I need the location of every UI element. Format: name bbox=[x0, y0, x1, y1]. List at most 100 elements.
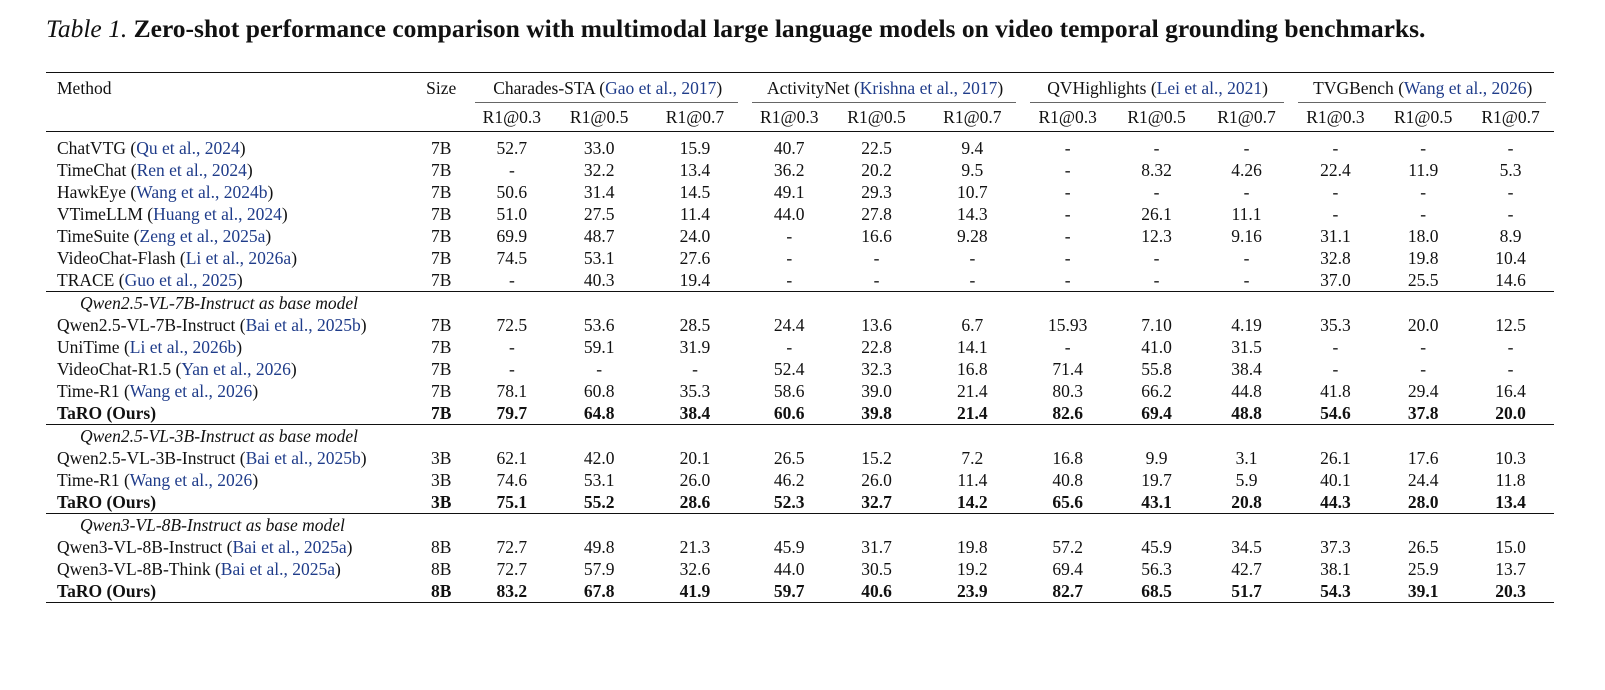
metric-value-cell: 8.9 bbox=[1499, 226, 1522, 246]
citation-link[interactable]: Guo et al., 2025 bbox=[124, 270, 237, 290]
metric-value-cell: 53.1 bbox=[583, 470, 615, 490]
citation-link[interactable]: Lei et al., 2021 bbox=[1156, 77, 1263, 98]
citation-link[interactable]: Zeng et al., 2025a bbox=[139, 226, 266, 246]
metric-value-cell: - bbox=[1420, 359, 1427, 379]
method-name: UniTime bbox=[57, 337, 120, 357]
metric-value-cell: 25.5 bbox=[1407, 270, 1439, 290]
metric-value-cell: 31.5 bbox=[1231, 337, 1262, 357]
metric-value-cell: 39.8 bbox=[861, 403, 892, 423]
citation-link[interactable]: Gao et al., 2017 bbox=[605, 77, 717, 98]
citation-link[interactable]: Bai et al., 2025a bbox=[220, 559, 335, 579]
caption-label: Table 1. bbox=[46, 14, 128, 43]
citation-link[interactable]: Wang et al., 2024b bbox=[136, 182, 268, 202]
benchmark-header-activitynet: ActivityNet (Krishna et al., 2017) bbox=[746, 73, 1023, 104]
metric-value-cell: - bbox=[1064, 204, 1071, 224]
metric-value-cell: 20.0 bbox=[1495, 403, 1526, 423]
section-title: Qwen2.5-VL-3B-Instruct as base model bbox=[80, 426, 359, 446]
metric-header: R1@0.7 bbox=[1481, 106, 1540, 127]
metric-value-cell: 20.2 bbox=[861, 160, 892, 180]
metric-value-cell: 26.5 bbox=[1407, 537, 1439, 557]
metric-value-cell: - bbox=[1064, 270, 1071, 290]
metric-value-cell: 7.2 bbox=[961, 448, 984, 468]
metric-value-cell: 21.3 bbox=[679, 537, 711, 557]
metric-value-cell: - bbox=[1153, 182, 1160, 202]
citation-link[interactable]: Bai et al., 2025b bbox=[245, 315, 361, 335]
method-name-cell: VideoChat-R1.5 (Yan et al., 2026) bbox=[57, 359, 297, 379]
citation-link[interactable]: Yan et al., 2026 bbox=[181, 359, 291, 379]
citation-link[interactable]: Wang et al., 2026 bbox=[129, 381, 253, 401]
method-name-cell: Qwen3-VL-8B-Instruct (Bai et al., 2025a) bbox=[57, 537, 353, 557]
citation-link[interactable]: Ren et al., 2024 bbox=[136, 160, 247, 180]
metric-value-cell: 43.1 bbox=[1141, 492, 1172, 512]
metric-value-cell: 39.0 bbox=[861, 381, 892, 401]
method-name: TimeChat bbox=[57, 160, 127, 180]
method-name-cell: Qwen3-VL-8B-Think (Bai et al., 2025a) bbox=[57, 559, 341, 579]
method-name-cell: TRACE (Guo et al., 2025) bbox=[57, 270, 243, 290]
metric-value-cell: 69.4 bbox=[1052, 559, 1083, 579]
metric-value-cell: 74.5 bbox=[496, 248, 528, 268]
metric-value-cell: 11.4 bbox=[679, 204, 710, 224]
citation-link[interactable]: Wang et al., 2026 bbox=[129, 470, 253, 490]
metric-value-cell: - bbox=[1507, 359, 1514, 379]
metric-header: R1@0.5 bbox=[1394, 106, 1453, 127]
table-row: Qwen2.5-VL-7B-Instruct (Bai et al., 2025… bbox=[46, 314, 1554, 336]
metric-value-cell: 51.0 bbox=[496, 204, 528, 224]
metric-value-cell: 13.7 bbox=[1495, 559, 1526, 579]
metric-value-cell: 32.8 bbox=[1320, 248, 1351, 268]
citation-link[interactable]: Bai et al., 2025a bbox=[232, 537, 347, 557]
citation-link[interactable]: Huang et al., 2024 bbox=[153, 204, 282, 224]
method-name-cell: Time-R1 (Wang et al., 2026) bbox=[57, 470, 259, 490]
metric-value-cell: 12.5 bbox=[1495, 315, 1526, 335]
method-name-cell: Time-R1 (Wang et al., 2026) bbox=[57, 381, 259, 401]
metric-value-cell: 57.9 bbox=[583, 559, 615, 579]
metric-value-cell: 44.0 bbox=[773, 204, 805, 224]
model-size-cell: 7B bbox=[430, 248, 452, 268]
caption-text: Zero-shot performance comparison with mu… bbox=[133, 14, 1426, 43]
metric-value-cell: 39.1 bbox=[1407, 581, 1439, 601]
method-name: Time-R1 bbox=[57, 381, 120, 401]
metric-value-cell: - bbox=[508, 160, 515, 180]
metric-value-cell: 38.4 bbox=[1231, 359, 1262, 379]
citation-link[interactable]: Bai et al., 2025b bbox=[245, 448, 361, 468]
metric-value-cell: 40.1 bbox=[1320, 470, 1351, 490]
citation-link[interactable]: Wang et al., 2026 bbox=[1404, 77, 1527, 98]
metric-value-cell: 59.1 bbox=[583, 337, 615, 357]
metric-value-cell: 45.9 bbox=[773, 537, 805, 557]
metric-value-cell: 16.4 bbox=[1495, 381, 1526, 401]
metric-value-cell: 27.8 bbox=[861, 204, 892, 224]
metric-value-cell: 37.0 bbox=[1320, 270, 1351, 290]
metric-value-cell: 11.9 bbox=[1408, 160, 1439, 180]
metric-value-cell: 54.6 bbox=[1320, 403, 1351, 423]
metric-value-cell: 32.6 bbox=[679, 559, 711, 579]
citation-link[interactable]: Qu et al., 2024 bbox=[136, 138, 240, 158]
metric-value-cell: 26.1 bbox=[1320, 448, 1351, 468]
table-row: HawkEye (Wang et al., 2024b) 7B 50.6 31.4 14… bbox=[46, 181, 1554, 203]
table-row: Time-R1 (Wang et al., 2026) 3B 74.6 53.1 26.… bbox=[46, 469, 1554, 491]
metric-value-cell: 54.3 bbox=[1320, 581, 1351, 601]
metric-value-cell: 15.0 bbox=[1495, 537, 1526, 557]
metric-value-cell: 22.8 bbox=[861, 337, 892, 357]
citation-link[interactable]: Krishna et al., 2017 bbox=[859, 77, 998, 98]
citation-link[interactable]: Li et al., 2026a bbox=[185, 248, 292, 268]
metric-value-cell: 46.2 bbox=[773, 470, 805, 490]
method-name: Qwen3-VL-8B-Instruct bbox=[57, 537, 223, 557]
metric-value-cell: 37.8 bbox=[1407, 403, 1439, 423]
metric-header: R1@0.3 bbox=[1038, 106, 1097, 127]
metric-value-cell: 45.9 bbox=[1141, 537, 1172, 557]
metric-value-cell: 78.1 bbox=[496, 381, 528, 401]
metric-value-cell: 56.3 bbox=[1141, 559, 1172, 579]
metric-value-cell: - bbox=[1064, 248, 1071, 268]
method-name-cell: TaRO (Ours) bbox=[46, 491, 413, 514]
metric-value-cell: - bbox=[1420, 182, 1427, 202]
metric-value-cell: 28.6 bbox=[679, 492, 711, 512]
model-size-cell: 7B bbox=[430, 204, 452, 224]
metric-value-cell: 16.8 bbox=[1052, 448, 1083, 468]
metric-value-cell: - bbox=[1420, 204, 1427, 224]
metric-value-cell: 38.1 bbox=[1320, 559, 1351, 579]
metric-value-cell: 60.6 bbox=[773, 403, 805, 423]
citation-link[interactable]: Li et al., 2026b bbox=[129, 337, 237, 357]
table-row: TaRO (Ours) 7B 79.7 64.8 38.4 60.6 39.8 21.4 82.… bbox=[46, 402, 1554, 425]
metric-value-cell: - bbox=[786, 270, 793, 290]
metric-value-cell: 26.0 bbox=[679, 470, 711, 490]
table-row: TRACE (Guo et al., 2025) 7B - 40.3 19.4 - - - - -… bbox=[46, 269, 1554, 292]
